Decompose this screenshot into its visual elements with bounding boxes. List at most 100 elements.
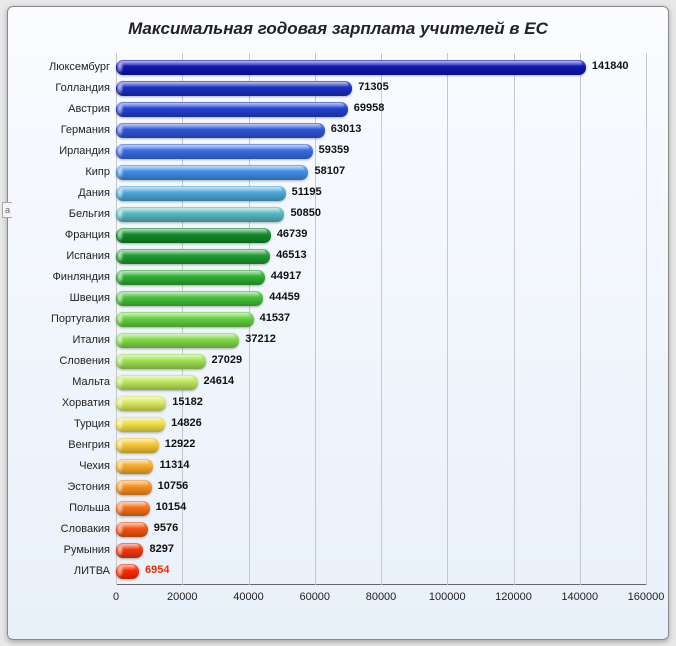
value-label: 8297: [143, 543, 173, 555]
y-axis-label: Турция: [74, 418, 116, 430]
value-label: 15182: [166, 396, 203, 408]
y-axis-label: Испания: [66, 250, 116, 262]
value-label: 141840: [586, 60, 629, 72]
y-axis-label: Хорватия: [62, 397, 116, 409]
x-axis-tick: 100000: [429, 591, 466, 603]
bar: 10756: [116, 480, 152, 495]
bar: 24614: [116, 375, 198, 390]
bar-gloss: [120, 481, 148, 486]
bar: 27029: [116, 354, 206, 369]
bar-row: Бельгия50850: [116, 206, 646, 222]
bar: 37212: [116, 333, 239, 348]
bar-gloss: [120, 418, 161, 423]
bar-gloss: [120, 292, 259, 297]
bar-gloss: [120, 313, 250, 318]
y-axis-label: Франция: [65, 229, 116, 241]
bar-gloss: [120, 124, 321, 129]
side-tab: a: [2, 202, 12, 218]
bars-area: Люксембург141840Голландия71305Австрия699…: [116, 53, 646, 585]
bar-gloss: [120, 82, 348, 87]
bar-gloss: [120, 565, 135, 570]
bar: 14826: [116, 417, 165, 432]
value-label: 46513: [270, 249, 307, 261]
bar-row: Турция14826: [116, 416, 646, 432]
bar-row: Чехия11314: [116, 458, 646, 474]
bar-row: Австрия69958: [116, 101, 646, 117]
bar-row: Польша10154: [116, 500, 646, 516]
bar-gloss: [120, 166, 304, 171]
bar-gloss: [120, 271, 261, 276]
gridline: [646, 53, 647, 585]
y-axis-label: Мальта: [72, 376, 116, 388]
bar: 71305: [116, 81, 352, 96]
bar-row: Ирландия59359: [116, 143, 646, 159]
value-label: 58107: [308, 165, 345, 177]
bar: 141840: [116, 60, 586, 75]
bar-row: Румыния8297: [116, 542, 646, 558]
value-label: 11314: [153, 459, 189, 471]
y-axis-label: Дания: [78, 187, 116, 199]
bar: 12922: [116, 438, 159, 453]
value-label: 10756: [152, 480, 189, 492]
y-axis-label: Словения: [59, 355, 116, 367]
x-axis-tick: 0: [113, 591, 119, 603]
y-axis-label: Кипр: [85, 166, 116, 178]
bar: 6954: [116, 564, 139, 579]
value-label: 46739: [271, 228, 308, 240]
value-label: 41537: [254, 312, 291, 324]
y-axis-label: Польша: [69, 502, 116, 514]
bar-row: Словения27029: [116, 353, 646, 369]
bar-row: Дания51195: [116, 185, 646, 201]
y-axis-label: Финляндия: [52, 271, 116, 283]
value-label: 59359: [313, 144, 350, 156]
value-label: 37212: [239, 333, 276, 345]
bar-row: Мальта24614: [116, 374, 646, 390]
bar-row: ЛИТВА6954: [116, 563, 646, 579]
bar-row: Испания46513: [116, 248, 646, 264]
y-axis-label: Швеция: [70, 292, 116, 304]
bar-row: Финляндия44917: [116, 269, 646, 285]
value-label: 24614: [198, 375, 235, 387]
bar-row: Швеция44459: [116, 290, 646, 306]
bar-gloss: [120, 523, 144, 528]
bar-row: Хорватия15182: [116, 395, 646, 411]
x-axis-tick: 140000: [561, 591, 598, 603]
y-axis-label: ЛИТВА: [74, 565, 116, 577]
bar: 41537: [116, 312, 254, 327]
bar-row: Франция46739: [116, 227, 646, 243]
bar-row: Португалия41537: [116, 311, 646, 327]
y-axis-label: Эстония: [67, 481, 116, 493]
value-label: 10154: [150, 501, 187, 513]
value-label: 14826: [165, 417, 202, 429]
bar: 44459: [116, 291, 263, 306]
bar-gloss: [120, 544, 139, 549]
bar: 58107: [116, 165, 308, 180]
bar-row: Эстония10756: [116, 479, 646, 495]
y-axis-label: Румыния: [64, 544, 116, 556]
value-label: 63013: [325, 123, 362, 135]
bar: 51195: [116, 186, 286, 201]
value-label: 12922: [159, 438, 196, 450]
bar-gloss: [120, 187, 282, 192]
x-axis-tick: 80000: [366, 591, 397, 603]
value-label: 69958: [348, 102, 385, 114]
bar-gloss: [120, 145, 309, 150]
plot-area: Люксембург141840Голландия71305Австрия699…: [22, 53, 654, 613]
bar-gloss: [120, 61, 582, 66]
bar-gloss: [120, 334, 235, 339]
y-axis-label: Италия: [73, 334, 116, 346]
chart-title: Максимальная годовая зарплата учителей в…: [22, 19, 654, 39]
bar-row: Словакия9576: [116, 521, 646, 537]
bar: 59359: [116, 144, 313, 159]
value-label: 44917: [265, 270, 302, 282]
bar: 8297: [116, 543, 143, 558]
bar-gloss: [120, 376, 194, 381]
bar: 44917: [116, 270, 265, 285]
y-axis-label: Ирландия: [59, 145, 116, 157]
bar-gloss: [120, 103, 344, 108]
value-label: 71305: [352, 81, 389, 93]
chart-frame: a Максимальная годовая зарплата учителей…: [7, 6, 669, 640]
bar: 46739: [116, 228, 271, 243]
y-axis-label: Чехия: [79, 460, 116, 472]
value-label: 9576: [148, 522, 178, 534]
